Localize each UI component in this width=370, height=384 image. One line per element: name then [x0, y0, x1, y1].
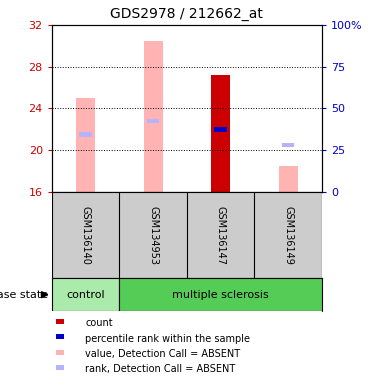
Text: disease state: disease state	[0, 290, 48, 300]
Text: control: control	[66, 290, 105, 300]
Text: GSM136140: GSM136140	[81, 206, 91, 265]
Text: value, Detection Call = ABSENT: value, Detection Call = ABSENT	[85, 349, 240, 359]
Bar	[56, 350, 64, 354]
Text: rank, Detection Call = ABSENT: rank, Detection Call = ABSENT	[85, 364, 235, 374]
Bar	[282, 143, 294, 147]
Bar	[80, 132, 92, 137]
Bar	[56, 334, 64, 339]
Bar	[147, 119, 159, 123]
Bar	[279, 166, 297, 192]
Bar	[76, 98, 95, 192]
Bar	[56, 365, 64, 370]
Text: GSM136147: GSM136147	[216, 206, 226, 265]
Text: count: count	[85, 318, 113, 328]
Bar	[56, 319, 64, 324]
Bar	[119, 278, 322, 311]
Bar	[211, 75, 230, 192]
Text: percentile rank within the sample: percentile rank within the sample	[85, 334, 250, 344]
Bar	[215, 127, 227, 132]
Text: GSM134953: GSM134953	[148, 206, 158, 265]
Text: GSM136149: GSM136149	[283, 206, 293, 265]
Text: multiple sclerosis: multiple sclerosis	[172, 290, 269, 300]
Bar	[144, 41, 162, 192]
Title: GDS2978 / 212662_at: GDS2978 / 212662_at	[110, 7, 263, 21]
Bar	[52, 278, 119, 311]
